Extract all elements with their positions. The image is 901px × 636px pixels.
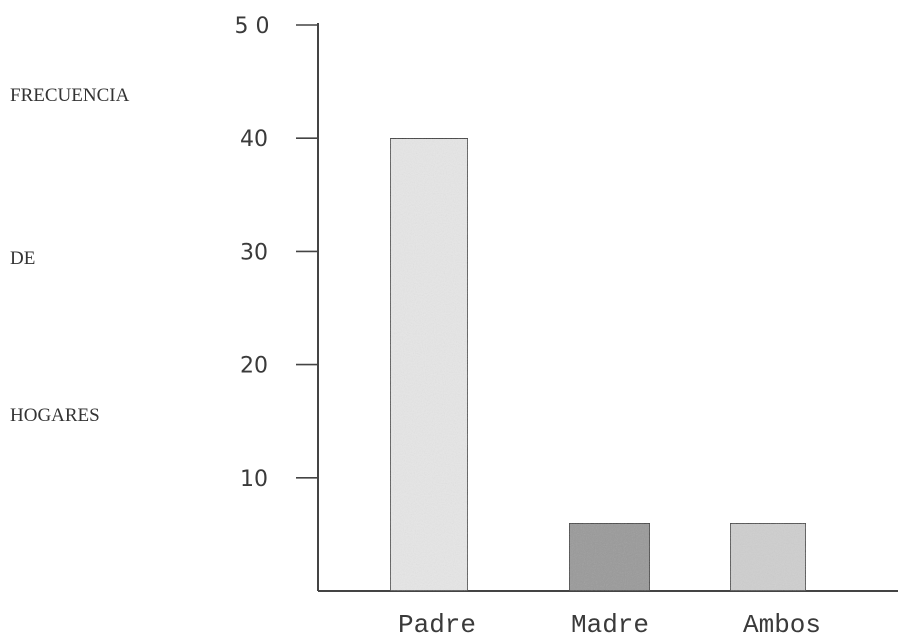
bar-padre: [389, 137, 469, 592]
y-tick-label-40: 40: [240, 127, 268, 152]
y-axis-label-line-1: FRECUENCIA: [10, 85, 130, 106]
bars: [389, 137, 807, 592]
bar-ambos: [729, 522, 807, 592]
y-tick-label-20: 20: [240, 354, 268, 379]
x-category-label-madre: Madre: [571, 610, 649, 636]
bar-madre: [568, 522, 651, 592]
y-tick-label-50: 5 0: [235, 14, 270, 39]
y-axis-label-line-2: DE: [10, 248, 36, 269]
y-tick-label-10: 10: [240, 467, 268, 492]
x-category-labels: Padre Madre Ambos: [398, 610, 821, 636]
y-axis-label-line-3: HOGARES: [10, 405, 100, 426]
x-category-label-padre: Padre: [398, 610, 476, 636]
x-category-label-ambos: Ambos: [743, 610, 821, 636]
y-tick-label-30: 30: [240, 240, 268, 265]
y-ticks: 10 20 30 40 5 0: [235, 14, 318, 492]
